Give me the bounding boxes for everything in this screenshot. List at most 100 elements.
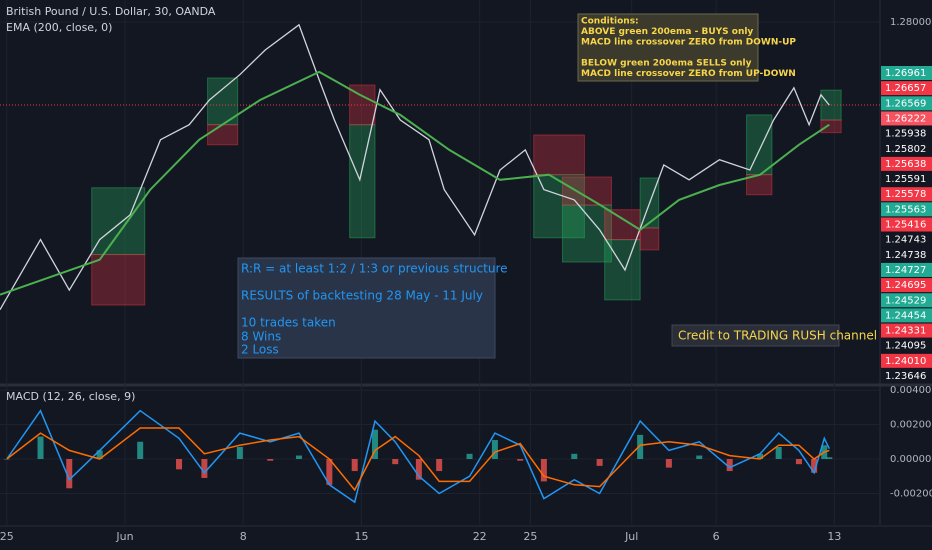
price-tag bbox=[881, 141, 932, 156]
price-tag bbox=[881, 262, 932, 277]
results-text: R:R = at least 1:2 / 1:3 or previous str… bbox=[241, 262, 508, 276]
position-loss bbox=[639, 227, 660, 251]
price-tag bbox=[881, 278, 932, 293]
histogram-bar bbox=[436, 458, 443, 472]
y-tick-label: 0.00400 bbox=[890, 385, 931, 396]
macd-line bbox=[6, 409, 830, 504]
price-tag bbox=[881, 293, 932, 308]
position-loss bbox=[820, 119, 842, 134]
histogram-bar bbox=[96, 450, 103, 459]
position-profit bbox=[561, 204, 612, 263]
histogram-bar bbox=[637, 434, 644, 459]
price-tag-label: 1.26569 bbox=[885, 98, 926, 109]
price-tag-label: 1.24454 bbox=[885, 310, 926, 321]
results-text: 10 trades taken bbox=[241, 316, 336, 330]
position-profit bbox=[746, 114, 773, 176]
histogram-bar bbox=[371, 429, 378, 459]
x-tick-label: 25 bbox=[523, 530, 537, 543]
histogram-bar bbox=[37, 436, 44, 459]
price-tag bbox=[881, 202, 932, 217]
price-tag-label: 1.24331 bbox=[885, 326, 926, 337]
price-tag-label: 1.24095 bbox=[885, 341, 926, 352]
price-tag bbox=[881, 66, 932, 80]
pane-title: MACD (12, 26, close, 9) bbox=[6, 390, 135, 403]
histogram-bar bbox=[137, 441, 144, 459]
x-tick-label: 13 bbox=[827, 530, 841, 543]
position-loss bbox=[561, 176, 612, 206]
y-tick-label: -0.00200 bbox=[890, 488, 932, 499]
price-tag bbox=[881, 247, 932, 262]
legend-label: British Pound / U.S. Dollar, 30, OANDA bbox=[6, 5, 216, 18]
price-tag-label: 1.24529 bbox=[885, 295, 926, 306]
histogram-bar bbox=[295, 455, 302, 459]
histogram-bar bbox=[757, 453, 764, 459]
histogram-bar bbox=[201, 458, 208, 478]
price-tag bbox=[881, 187, 932, 202]
conditions-text: MACD line crossover ZERO from UP-DOWN bbox=[581, 69, 796, 79]
price-tag-label: 1.24743 bbox=[885, 235, 926, 246]
price-tag-label: 1.24010 bbox=[885, 356, 926, 367]
conditions-text: MACD line crossover ZERO from DOWN-UP bbox=[581, 38, 796, 48]
histogram-bar bbox=[326, 458, 333, 485]
histogram-bar bbox=[826, 457, 833, 459]
histogram-bar bbox=[726, 458, 733, 472]
x-tick-label: 22 bbox=[473, 530, 487, 543]
histogram-bar bbox=[775, 446, 782, 459]
price-tag bbox=[881, 369, 932, 383]
histogram-bar bbox=[466, 453, 473, 459]
histogram-bar bbox=[596, 458, 603, 466]
conditions-text: Conditions: bbox=[581, 17, 639, 27]
conditions-text: ABOVE green 200ema - BUYS only bbox=[581, 27, 753, 37]
price-tag bbox=[881, 353, 932, 368]
price-tag-label: 1.26961 bbox=[885, 68, 926, 79]
x-tick-label: Jun bbox=[115, 530, 133, 543]
conditions-text: BELOW green 200ema SELLS only bbox=[581, 59, 752, 69]
price-tag bbox=[881, 323, 932, 338]
price-tag-label: 1.24738 bbox=[885, 250, 926, 261]
histogram-bar bbox=[392, 458, 399, 465]
price-tag-label: 1.25578 bbox=[885, 189, 926, 200]
price-tag bbox=[881, 96, 932, 111]
price-tag-label: 1.23646 bbox=[885, 371, 926, 382]
price-tag bbox=[881, 308, 932, 323]
x-tick-label: 25 bbox=[0, 530, 14, 543]
position-loss bbox=[533, 134, 585, 176]
y-tick-label: 0.00000 bbox=[890, 454, 931, 465]
price-tag-label: 1.25416 bbox=[885, 220, 926, 231]
histogram-bar bbox=[665, 458, 672, 468]
price-tag-label: 1.25802 bbox=[885, 144, 926, 155]
price-tag-label: 1.25638 bbox=[885, 159, 926, 170]
histogram-bar bbox=[811, 458, 818, 473]
price-tag bbox=[881, 156, 932, 171]
histogram-bar bbox=[540, 458, 547, 482]
position-loss bbox=[604, 209, 641, 241]
histogram-bar bbox=[267, 458, 274, 461]
price-tag-label: 1.26657 bbox=[885, 83, 926, 94]
price-tag bbox=[881, 172, 932, 187]
histogram-bar bbox=[491, 440, 498, 459]
position-profit bbox=[349, 124, 376, 239]
price-tag bbox=[881, 338, 932, 353]
price-tag bbox=[881, 126, 932, 141]
price-tag-label: 1.26222 bbox=[885, 113, 926, 124]
x-tick-label: 15 bbox=[354, 530, 368, 543]
credit-text: Credit to TRADING RUSH channel bbox=[678, 329, 877, 343]
legend-label: EMA (200, close, 0) bbox=[6, 21, 112, 34]
price-tag-label: 1.24727 bbox=[885, 265, 926, 276]
histogram-bar bbox=[571, 453, 578, 459]
histogram-bar bbox=[351, 458, 358, 472]
results-box bbox=[237, 257, 496, 359]
histogram-bar bbox=[696, 455, 703, 459]
histogram-bar bbox=[176, 458, 183, 470]
histogram-bar bbox=[3, 458, 10, 460]
price-tag bbox=[881, 111, 932, 126]
histogram-bar bbox=[66, 458, 73, 489]
histogram-bar bbox=[236, 446, 243, 459]
price-tag bbox=[881, 81, 932, 96]
position-loss bbox=[207, 124, 239, 146]
macd-line bbox=[6, 427, 830, 492]
histogram-bar bbox=[795, 458, 802, 465]
price-tag bbox=[881, 232, 932, 247]
price-tag-label: 1.24695 bbox=[885, 280, 926, 291]
